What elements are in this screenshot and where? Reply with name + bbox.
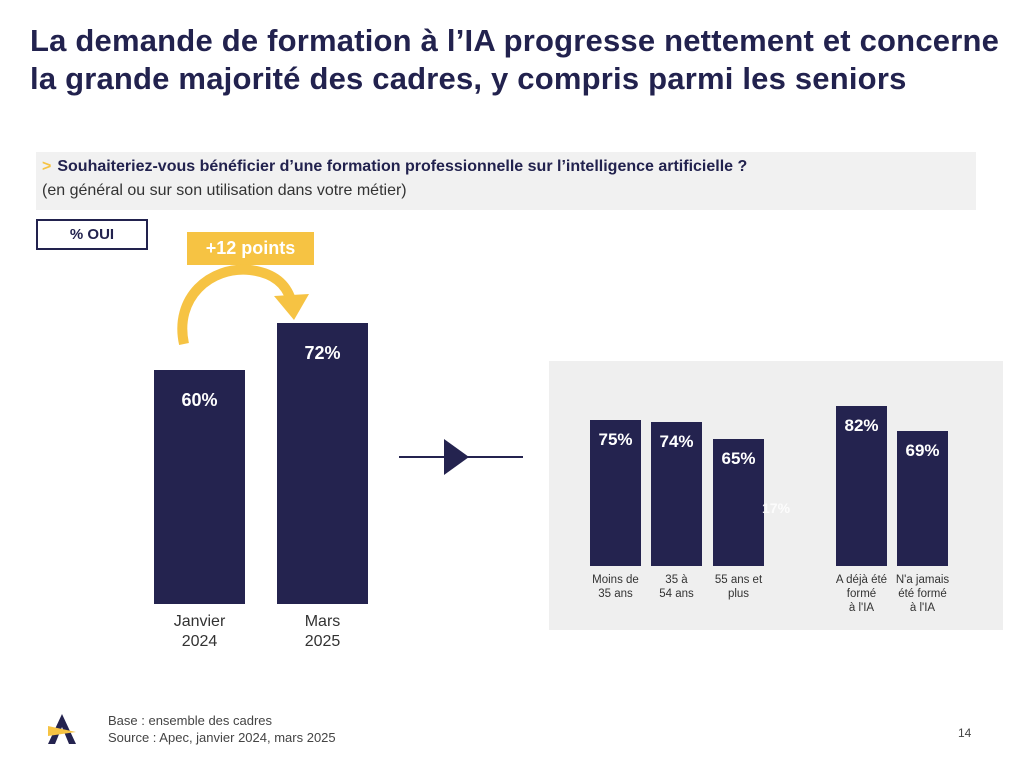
arrow-right-icon <box>399 439 523 475</box>
ghost-value-label: 17% <box>762 500 791 516</box>
page-title: La demande de formation à l’IA progresse… <box>30 23 1000 96</box>
footer-source: Source : Apec, janvier 2024, mars 2025 <box>108 730 336 745</box>
question-label: Souhaiteriez-vous bénéficier d’une forma… <box>57 158 748 175</box>
apec-logo <box>48 714 76 744</box>
bar-value-label: 65% <box>721 449 756 469</box>
category-label: A déjà été formé à l'IA <box>835 574 888 614</box>
bar-1-2 <box>713 439 764 566</box>
bar-value-label: 72% <box>304 343 341 364</box>
bar-1-3 <box>836 406 887 566</box>
question-text: > Souhaiteriez-vous bénéficier d’une form… <box>42 158 747 176</box>
curved-arrow-icon <box>177 264 309 346</box>
chevron-right-icon: > <box>42 158 52 175</box>
percent-yes-box: % OUI <box>36 219 148 250</box>
question-box: > Souhaiteriez-vous bénéficier d’une form… <box>36 152 976 210</box>
bar-1-4 <box>897 431 948 566</box>
bar-1-0 <box>590 419 641 566</box>
bar-value-label: 60% <box>181 390 218 410</box>
category-label: Janvier 2024 <box>173 613 226 650</box>
category-label: 55 ans et plus <box>714 574 763 600</box>
bar-value-label: 74% <box>659 431 694 451</box>
category-label: Mars 2025 <box>304 613 341 650</box>
bar-0-1 <box>277 323 368 604</box>
category-label: Moins de 35 ans <box>592 574 639 600</box>
question-subtitle: (en général ou sur son utilisation dans … <box>42 182 407 199</box>
footer: Base : ensemble des cadres Source : Apec… <box>108 712 336 746</box>
category-label: 35 à 54 ans <box>659 574 694 600</box>
footer-base: Base : ensemble des cadres <box>108 713 273 728</box>
bar-value-label: 69% <box>905 441 940 461</box>
page-number: 14 <box>958 726 972 740</box>
bar-0-0 <box>154 370 245 604</box>
bar-value-label: 82% <box>844 416 879 436</box>
bar-1-1 <box>651 421 702 566</box>
delta-badge: +12 points <box>187 232 314 265</box>
bar-value-label: 75% <box>598 429 633 449</box>
category-label: N'a jamais été formé à l'IA <box>895 574 950 614</box>
